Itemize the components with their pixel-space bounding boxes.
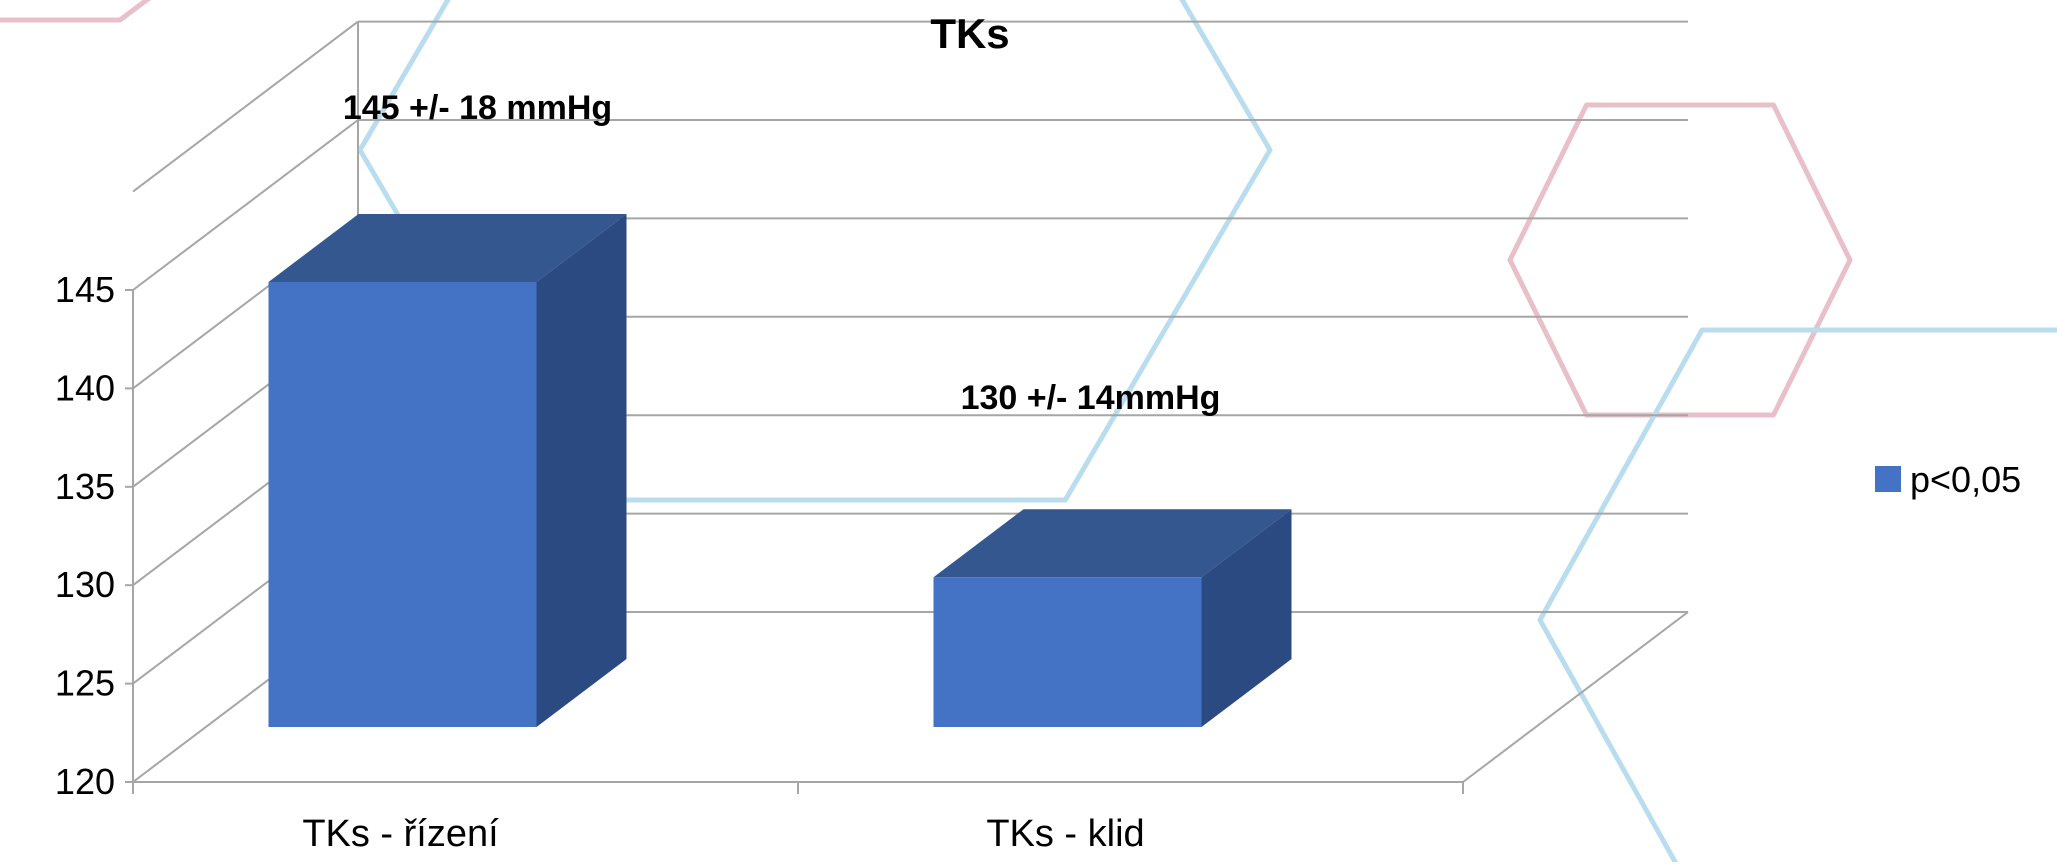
decor-hexagon <box>0 0 151 23</box>
data-label: 145 +/- 18 mmHg <box>343 89 612 127</box>
gridline-side <box>132 20 359 193</box>
y-tick-label: 145 <box>55 269 115 310</box>
gridline-side <box>132 119 359 291</box>
bars <box>268 214 1292 727</box>
bar-side-face <box>536 214 627 727</box>
chart-labels: TKs 120 125 130 135 140 145 145 +/- 18 mmHg TKs… <box>55 10 2021 855</box>
legend: p<0,05 <box>1875 459 2021 500</box>
y-tick-label: 140 <box>55 367 115 408</box>
y-tick-label: 125 <box>55 663 115 704</box>
legend-label: p<0,05 <box>1910 459 2021 500</box>
data-label: 130 +/- 14mmHg <box>961 379 1221 417</box>
chart-title: TKs <box>930 10 1009 57</box>
y-tick-label: 130 <box>55 564 115 605</box>
y-tick-label: 135 <box>55 466 115 507</box>
bar <box>933 509 1292 727</box>
bar-top-face <box>268 214 627 282</box>
bar-side-face <box>1201 509 1292 727</box>
bar-top-face <box>933 509 1292 578</box>
chart-grid <box>125 20 1689 794</box>
floor-right-edge <box>1462 611 1689 783</box>
bar-front-face <box>933 577 1202 727</box>
legend-swatch <box>1875 466 1901 492</box>
bar-front-face <box>268 282 537 727</box>
x-tick-label: TKs - klid <box>986 813 1144 855</box>
bar <box>268 214 627 727</box>
decor-hexagon <box>1537 327 2057 867</box>
x-tick-label: TKs - řízení <box>302 813 499 855</box>
y-tick-label: 120 <box>55 761 115 802</box>
